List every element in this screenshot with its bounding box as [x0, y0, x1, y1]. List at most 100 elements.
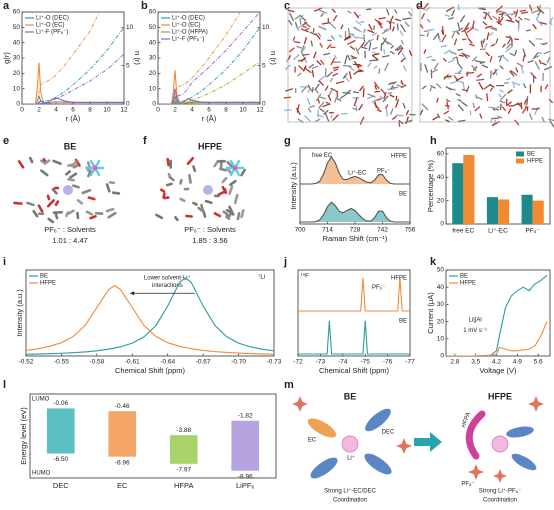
molecule-bond [155, 213, 164, 220]
molecule-bond [464, 29, 469, 38]
molecule-bond [444, 49, 451, 55]
panel-label: c [284, 0, 290, 12]
molecule-bond [355, 47, 360, 55]
solvent-molecule [511, 453, 537, 471]
series-line [446, 274, 548, 356]
molecule-bond [445, 98, 451, 103]
molecule-bond [382, 95, 389, 103]
molecule-bond [528, 40, 535, 47]
molecule-bond [521, 11, 529, 14]
molecule-bond [512, 102, 520, 107]
molecule-bond [430, 85, 436, 89]
molecule-bond [490, 117, 500, 120]
molecule-bond [457, 48, 463, 51]
molecule-bond [480, 40, 484, 48]
molecule-bond [17, 160, 25, 169]
molecule-bond [32, 209, 39, 218]
molecule-bond [486, 32, 490, 41]
molecule-bond [543, 66, 553, 71]
molecule-bond [451, 9, 456, 17]
molecule-bond [300, 28, 309, 33]
legend-label: HFPE [527, 159, 543, 165]
molecule-bond [443, 74, 449, 80]
molecule-bond [455, 76, 464, 81]
molecule-bond [54, 200, 60, 207]
molecule-bond [13, 201, 23, 205]
molecule-bond [514, 38, 520, 41]
x-tick-label: 2 [173, 107, 177, 114]
x-tick-label: 12 [120, 107, 128, 114]
molecule-bond [323, 109, 329, 115]
molecule-bond [346, 89, 352, 95]
y-tick-label: 30 [13, 55, 21, 62]
molecule-bond [372, 46, 378, 50]
molecule-bond [240, 168, 246, 177]
molecule-bond [332, 72, 338, 77]
molecule-bond [363, 34, 366, 43]
molecule-bond [353, 97, 358, 107]
molecule-bond [452, 56, 458, 60]
molecule-bond [498, 12, 507, 16]
homo-label: -8.96 [238, 473, 253, 480]
molecule-bond [219, 167, 228, 172]
structure-title: BE [64, 141, 77, 151]
molecule-bond [442, 57, 447, 62]
transition-arrow [414, 432, 442, 452]
y-tick-label: 50 [149, 24, 157, 31]
molecule-bond [400, 84, 407, 89]
molecule-bond [426, 18, 431, 23]
molecule-bond [523, 83, 527, 89]
molecule-bond [462, 53, 471, 57]
molecule-bond [333, 68, 339, 72]
molecule-bond [432, 115, 439, 121]
molecule-bond [46, 194, 51, 201]
molecule-bond [322, 103, 330, 108]
molecule-bond [499, 55, 503, 62]
molecule-bond [301, 14, 304, 20]
molecule-bond [293, 41, 301, 44]
energy-gap-bar [169, 435, 198, 464]
lithium-ion [491, 435, 509, 453]
molecule-bond [332, 114, 339, 121]
lithium-ion [203, 185, 213, 195]
x-tick-label: 0 [156, 107, 160, 114]
x-tick-label: EC [117, 481, 128, 490]
y-tick-label: 50 [13, 24, 21, 31]
solvent-molecule [310, 457, 338, 479]
legend-label: BE [527, 152, 535, 158]
molecule-bond [54, 213, 59, 220]
x-tick-label: Li⁺-EC [488, 228, 508, 235]
molecule-bond [347, 54, 351, 61]
molecule-bond [489, 70, 492, 79]
molecule-bond [376, 34, 379, 41]
molecule-bond [359, 69, 364, 72]
molecule-bond [179, 178, 183, 185]
molecule-bond [396, 23, 399, 31]
y-tick-label: 0 [152, 101, 156, 108]
molecule-bond [306, 97, 311, 105]
molecule-bond [318, 9, 327, 14]
molecule-bond [424, 64, 429, 73]
molecule-bond [111, 191, 121, 195]
molecule-bond [76, 199, 84, 205]
molecule-bond [319, 108, 325, 113]
molecule-bond [455, 93, 461, 97]
molecule-bond [382, 37, 387, 45]
series-line [158, 12, 242, 104]
molecule-bond [535, 37, 543, 40]
molecule-bond [311, 86, 314, 93]
annotation: PF₆⁻ [372, 285, 385, 291]
molecule-bond [516, 62, 524, 67]
molecule-bond [426, 28, 435, 31]
x-tick-label: -0.73 [267, 359, 282, 366]
molecule-bond [308, 105, 316, 108]
molecule-bond [236, 212, 241, 221]
molecule-bond [471, 64, 477, 72]
panel-label: i [3, 256, 6, 268]
molecule-bond [476, 96, 483, 100]
molecule-bond [494, 104, 503, 110]
molecule-bond [383, 28, 389, 32]
x-axis-label: r (Å) [66, 114, 81, 123]
panel-label: l [3, 379, 6, 391]
molecule-bond [536, 19, 543, 27]
